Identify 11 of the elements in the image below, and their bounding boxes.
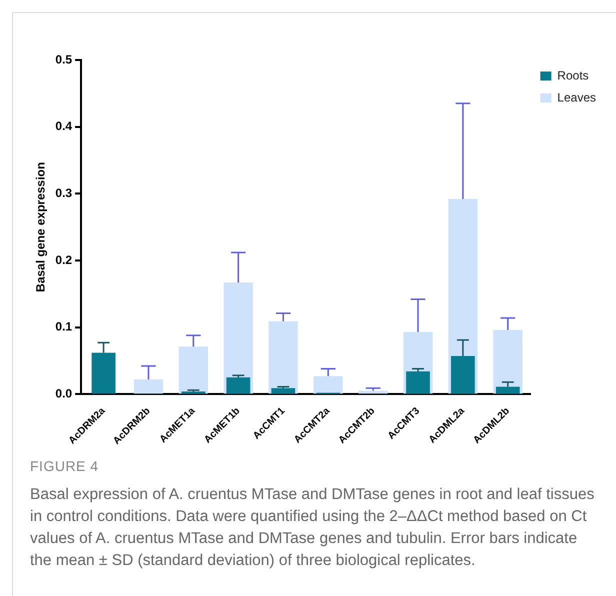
- y-tick-label: 0.1: [55, 320, 72, 334]
- y-tick-label: 0.4: [55, 119, 72, 134]
- legend-label: Roots: [557, 68, 589, 82]
- y-axis-title: Basal gene expression: [34, 162, 48, 292]
- y-tick-label: 0.5: [55, 52, 72, 66]
- caption: FIGURE 4: [30, 458, 99, 474]
- y-tick-label: 0.3: [55, 186, 72, 200]
- y-tick-label: 0.0: [55, 386, 72, 400]
- y-tick-label: 0.2: [55, 252, 72, 267]
- legend-label: Leaves: [557, 90, 596, 104]
- text: Basal expression of A. cruentus MTase and DMTase genes in root and leaf tissues in control conditions. Data were quantified using the 2–ΔΔCt method based on Ct values of A. cruentus MTase and DMTase genes and tubulin. Error bars indicate the mean ± SD (standard deviation) of three biological replicates.: [30, 485, 596, 571]
